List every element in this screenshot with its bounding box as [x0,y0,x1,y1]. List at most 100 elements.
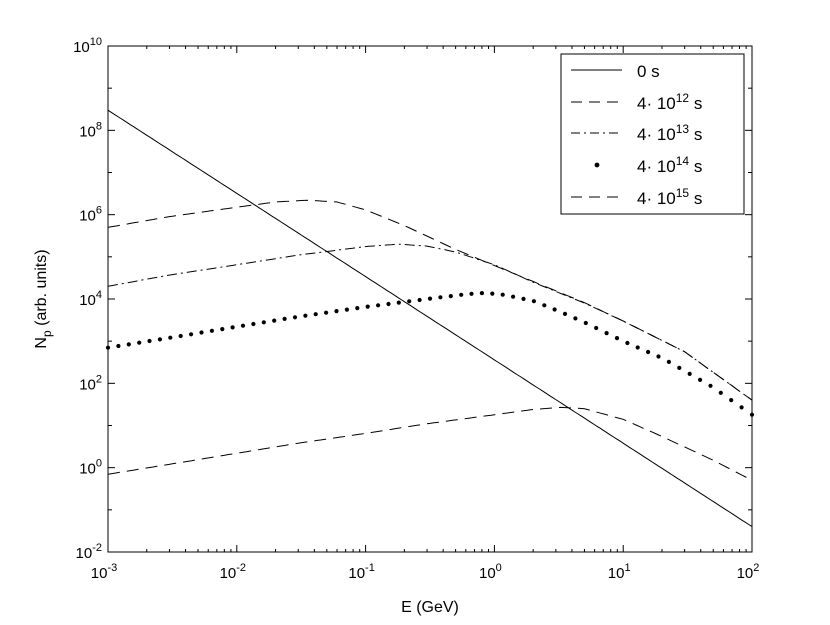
x-tick-exp: -1 [365,562,375,574]
data-point [396,300,401,305]
data-point [531,299,537,304]
x-tick-exp: 2 [753,562,759,574]
data-point [105,345,111,350]
legend-box [560,53,745,215]
legend-label-post: s [689,157,702,176]
data-point [168,335,173,340]
legend: 0 s4· 1012 s4· 1013 s4· 1014 s4· 1015 s [560,53,745,215]
y-axis-label-rest: (arb. units) [33,249,50,330]
data-point [116,343,121,349]
data-point [718,390,723,395]
x-tick-exp: -2 [236,562,246,574]
x-tick-base: 10 [608,565,625,582]
data-point [313,312,318,317]
y-axis-label-main: N [33,337,50,349]
data-point [510,294,516,299]
data-point [490,291,495,296]
x-tick-base: 10 [479,565,496,582]
data-point [656,354,661,359]
y-tick-label: 100 [79,458,102,478]
data-point [137,340,142,345]
y-tick-label: 10-2 [76,542,102,562]
data-point [552,307,557,312]
y-tick-label: 1010 [73,36,102,56]
data-point [594,325,599,331]
y-tick-exp: 6 [96,205,102,217]
data-point [240,323,246,328]
legend-label-pre: 4· 10 [637,189,676,208]
data-point [521,296,526,301]
data-point [749,412,755,417]
x-tick-label: 10-2 [220,562,246,582]
y-tick-base: 10 [79,461,96,478]
data-point [698,377,703,382]
x-tick-base: 10 [348,565,365,582]
data-point [282,316,287,321]
legend-label-pre: 4· 10 [637,157,676,176]
data-point [604,331,609,336]
legend-label-exp: 13 [676,122,690,136]
series-line [107,243,753,401]
data-point [729,398,734,403]
y-tick-base: 10 [79,292,96,309]
x-axis-label: E (GeV) [401,599,459,616]
data-point [126,342,131,347]
series-lines [105,109,755,528]
legend-label-pre: 4· 10 [637,94,676,113]
y-axis-label: Np (arb. units) [33,249,54,348]
y-tick-base: 10 [76,545,93,562]
data-point [334,309,339,314]
data-point [739,405,744,410]
data-point [677,365,682,370]
data-point [438,295,443,300]
data-point [479,291,484,296]
x-tick-base: 10 [91,565,108,582]
data-point [635,345,640,350]
data-point [417,297,422,303]
data-point [646,349,651,355]
data-point [303,313,308,318]
y-tick-base: 10 [79,123,96,140]
data-point [344,307,349,312]
data-point [708,383,713,388]
data-point [376,303,381,308]
axis-ticks: 10-3 10-2 10-1 100 101 10210-2100102104106108… [73,36,759,582]
x-tick-label: 102 [737,562,760,582]
data-point [500,292,505,297]
y-tick-exp: 2 [96,373,102,385]
x-tick-label: 101 [608,562,631,582]
y-tick-label: 108 [79,120,102,140]
x-tick-base: 10 [737,565,754,582]
x-tick-label: 10-3 [91,562,117,582]
data-point [272,318,277,323]
data-point [189,332,194,337]
y-tick-exp: -2 [92,542,102,554]
y-tick-exp: 10 [90,36,102,48]
legend-label-post: s [689,189,702,208]
data-point [625,340,630,346]
y-tick-base: 10 [79,208,96,225]
legend-label: 4· 1015 s [637,186,702,208]
data-point [199,330,204,335]
data-point [365,304,370,309]
y-tick-base: 10 [79,376,96,393]
x-tick-exp: 1 [624,562,630,574]
legend-label-post: s [689,94,702,113]
legend-label: 0 s [637,62,660,81]
data-point [469,291,474,296]
legend-label-exp: 12 [676,91,690,105]
data-point [355,306,360,311]
data-point [407,299,412,304]
data-point [209,328,214,333]
legend-label: 4· 1013 s [637,122,702,144]
data-point [448,294,453,299]
y-tick-label: 102 [79,373,102,393]
legend-label-exp: 15 [676,186,690,200]
data-point [220,327,225,332]
data-point [583,320,588,326]
data-point [230,325,235,330]
x-tick-exp: 0 [496,562,502,574]
series-line [107,406,753,481]
legend-swatch [594,162,600,168]
